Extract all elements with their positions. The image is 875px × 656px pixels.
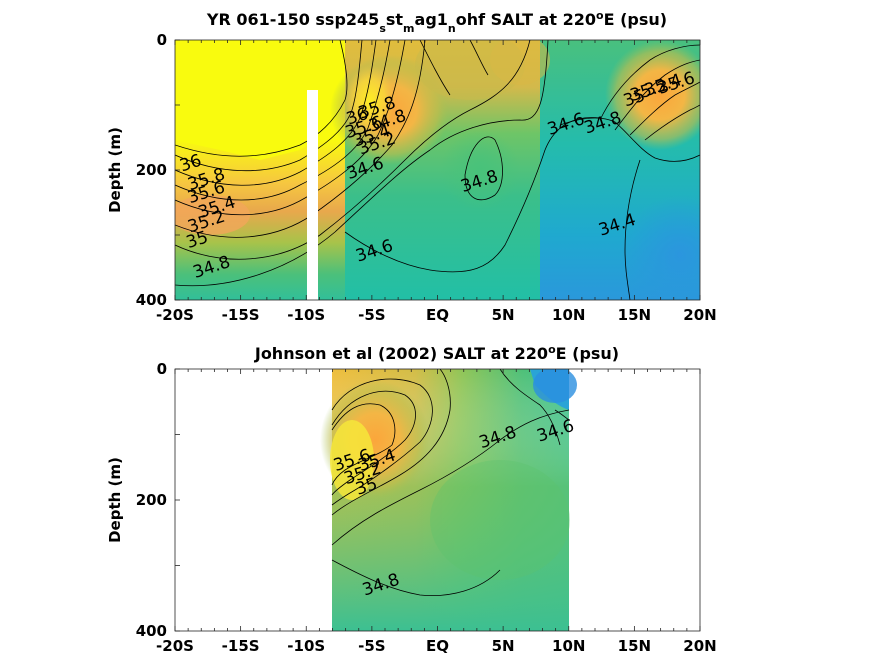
y-tick-label: 200 [136,491,167,509]
title-segment: o [548,343,556,356]
y-tick-label: 0 [157,31,167,49]
model-missing-data-gap [307,90,318,300]
x-tick-label: -15S [222,637,260,655]
title-segment: o [596,9,604,22]
title-segment: st [386,10,404,29]
x-tick-label: -5S [358,306,385,324]
title-segment: ag1 [415,10,448,29]
x-tick-label: -10S [287,306,325,324]
title-segment: ohf SALT at 220 [456,10,596,29]
title-segment: E (psu) [556,344,620,363]
y-tick-label: 200 [136,161,167,179]
x-tick-label: 10N [552,637,585,655]
y-tick-label: 0 [157,360,167,378]
y-tick-label: 400 [136,291,167,309]
model-y-axis-label: Depth (m) [106,127,124,213]
observed-panel: Johnson et al (2002) SALT at 220oE (psu)… [106,343,717,656]
observed-x-axis: -20S -15S -10S -5S EQ 5N 10N 15N 20N [156,369,717,655]
x-tick-label: 15N [618,637,651,655]
title-segment: YR 061-150 ssp245 [206,10,379,29]
observed-panel-title: Johnson et al (2002) SALT at 220oE (psu) [254,343,619,364]
x-tick-label: 15N [618,306,651,324]
model-panel: YR 061-150 ssp245sstmag1nohf SALT at 220… [106,9,717,325]
x-tick-label: 10N [552,306,585,324]
x-tick-label: 20N [683,306,716,324]
x-tick-label: 20N [683,637,716,655]
y-tick-label: 400 [136,622,167,640]
model-y-axis: 0 200 400 [136,31,180,309]
title-segment: Johnson et al (2002) SALT at 220 [254,344,548,363]
observed-y-axis-label: Depth (m) [106,457,124,543]
x-tick-label: -20S [156,306,194,324]
model-panel-title: YR 061-150 ssp245sstmag1nohf SALT at 220… [206,9,667,35]
model-salinity-field [175,40,700,300]
observed-contour-lines [331,369,570,596]
x-tick-label: -20S [156,637,194,655]
x-tick-label: 5N [492,637,515,655]
x-tick-label: -10S [287,637,325,655]
title-segment: s [379,22,386,35]
title-segment: m [403,22,414,35]
x-tick-label: EQ [426,306,449,324]
x-tick-label: 5N [492,306,515,324]
title-segment: E (psu) [604,10,668,29]
x-tick-label: -5S [358,637,385,655]
x-tick-label: -15S [222,306,260,324]
observed-salinity-field [320,369,577,631]
model-x-axis: -20S -15S -10S -5S EQ 5N 10N 15N 20N [156,40,717,324]
observed-y-axis: 0 200 400 [136,360,180,640]
title-segment: n [448,22,456,35]
x-tick-label: EQ [426,637,449,655]
model-contour-lines [175,40,700,300]
